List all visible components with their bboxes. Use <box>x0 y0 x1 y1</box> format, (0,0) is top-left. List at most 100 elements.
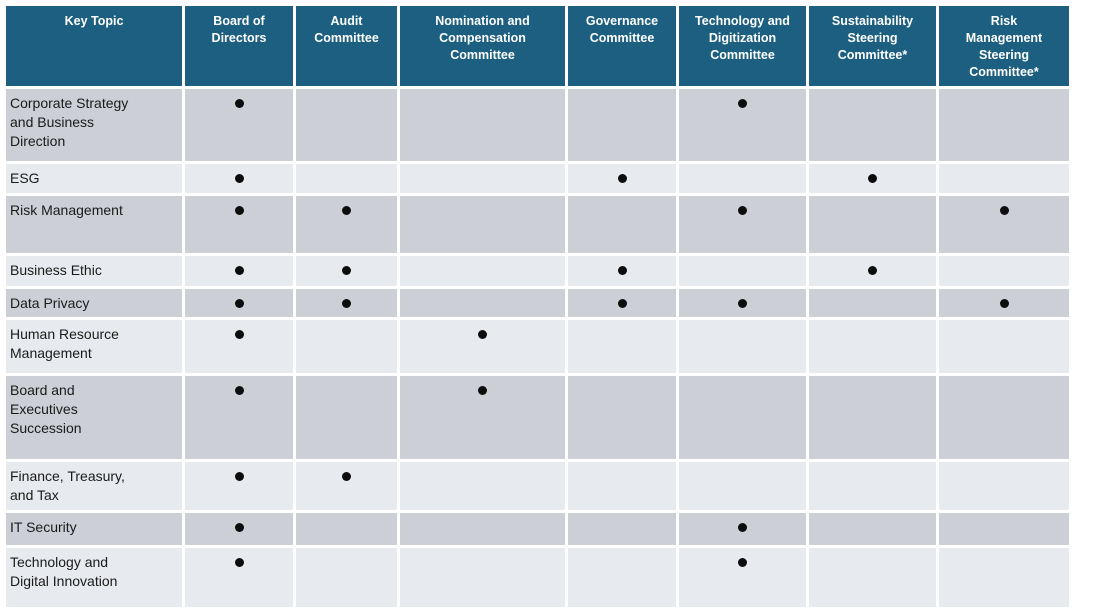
matrix-cell <box>679 256 806 286</box>
table-row: ESG <box>6 164 1069 193</box>
matrix-cell <box>939 462 1069 510</box>
table-row: Corporate Strategy and Business Directio… <box>6 89 1069 161</box>
matrix-cell <box>809 164 936 193</box>
dot-icon <box>234 266 244 275</box>
matrix-cell <box>400 89 565 161</box>
matrix-cell <box>939 164 1069 193</box>
matrix-cell <box>296 89 397 161</box>
dot-icon <box>738 99 747 108</box>
dot-icon <box>999 299 1009 308</box>
dot-icon <box>342 299 351 308</box>
matrix-cell <box>185 548 293 607</box>
dot-icon <box>342 266 351 275</box>
matrix-cell <box>679 513 806 545</box>
topic-label: Human Resource Management <box>6 320 182 373</box>
topic-label: Board and Executives Succession <box>6 376 182 459</box>
column-header-risk-steering: Risk Management Steering Committee* <box>939 6 1069 86</box>
dot-icon <box>342 206 351 215</box>
matrix-cell <box>296 196 397 253</box>
matrix-cell <box>568 320 676 373</box>
matrix-cell <box>568 376 676 459</box>
dot-icon <box>234 330 244 339</box>
matrix-cell <box>679 548 806 607</box>
matrix-cell <box>296 376 397 459</box>
matrix-cell <box>939 289 1069 317</box>
matrix-cell <box>185 289 293 317</box>
matrix-cell <box>185 164 293 193</box>
matrix-cell <box>939 513 1069 545</box>
column-header-board: Board of Directors <box>185 6 293 86</box>
dot-icon <box>738 558 747 567</box>
matrix-cell <box>679 89 806 161</box>
matrix-cell <box>185 320 293 373</box>
matrix-cell <box>185 89 293 161</box>
topic-label: Data Privacy <box>6 289 182 317</box>
matrix-cell <box>296 164 397 193</box>
dot-icon <box>234 206 244 215</box>
matrix-cell <box>809 513 936 545</box>
dot-icon <box>738 206 747 215</box>
dot-icon <box>234 472 244 481</box>
matrix-cell <box>400 320 565 373</box>
matrix-cell <box>296 289 397 317</box>
matrix-cell <box>185 196 293 253</box>
matrix-cell <box>400 289 565 317</box>
topic-label: ESG <box>6 164 182 193</box>
column-header-audit: Audit Committee <box>296 6 397 86</box>
matrix-cell <box>679 376 806 459</box>
matrix-cell <box>185 376 293 459</box>
matrix-cell <box>809 462 936 510</box>
column-header-technology: Technology and Digitization Committee <box>679 6 806 86</box>
dot-icon <box>234 386 244 395</box>
matrix-cell <box>939 256 1069 286</box>
topic-label: Risk Management <box>6 196 182 253</box>
table-row: Technology and Digital Innovation <box>6 548 1069 607</box>
matrix-cell <box>568 548 676 607</box>
matrix-cell <box>809 376 936 459</box>
dot-icon <box>234 523 244 532</box>
matrix-cell <box>400 196 565 253</box>
matrix-cell <box>679 320 806 373</box>
column-header-sustainability: Sustainability Steering Committee* <box>809 6 936 86</box>
matrix-cell <box>809 548 936 607</box>
matrix-cell <box>679 462 806 510</box>
dot-icon <box>234 174 244 183</box>
matrix-cell <box>809 256 936 286</box>
matrix-cell <box>296 462 397 510</box>
dot-icon <box>478 330 487 339</box>
table-row: IT Security <box>6 513 1069 545</box>
matrix-cell <box>809 196 936 253</box>
matrix-cell <box>568 289 676 317</box>
dot-icon <box>234 299 244 308</box>
matrix-cell <box>400 376 565 459</box>
matrix-cell <box>185 513 293 545</box>
matrix-cell <box>296 256 397 286</box>
matrix-cell <box>400 548 565 607</box>
matrix-cell <box>809 289 936 317</box>
matrix-cell <box>400 513 565 545</box>
table-row: Data Privacy <box>6 289 1069 317</box>
topic-label: Business Ethic <box>6 256 182 286</box>
matrix-cell <box>939 196 1069 253</box>
matrix-cell <box>568 462 676 510</box>
table-row: Risk Management <box>6 196 1069 253</box>
matrix-cell <box>185 256 293 286</box>
matrix-cell <box>400 164 565 193</box>
matrix-cell <box>568 89 676 161</box>
column-header-governance: Governance Committee <box>568 6 676 86</box>
dot-icon <box>478 386 487 395</box>
column-header-key-topic: Key Topic <box>6 6 182 86</box>
matrix-cell <box>679 196 806 253</box>
matrix-cell <box>939 376 1069 459</box>
topic-label: Finance, Treasury, and Tax <box>6 462 182 510</box>
matrix-cell <box>939 89 1069 161</box>
topic-label: IT Security <box>6 513 182 545</box>
committee-responsibility-table: Key Topic Board of Directors Audit Commi… <box>3 3 1072 610</box>
matrix-cell <box>296 513 397 545</box>
matrix-cell <box>296 320 397 373</box>
dot-icon <box>617 266 627 275</box>
table-row: Board and Executives Succession <box>6 376 1069 459</box>
dot-icon <box>617 174 627 183</box>
dot-icon <box>617 299 627 308</box>
column-header-nomination: Nomination and Compensation Committee <box>400 6 565 86</box>
